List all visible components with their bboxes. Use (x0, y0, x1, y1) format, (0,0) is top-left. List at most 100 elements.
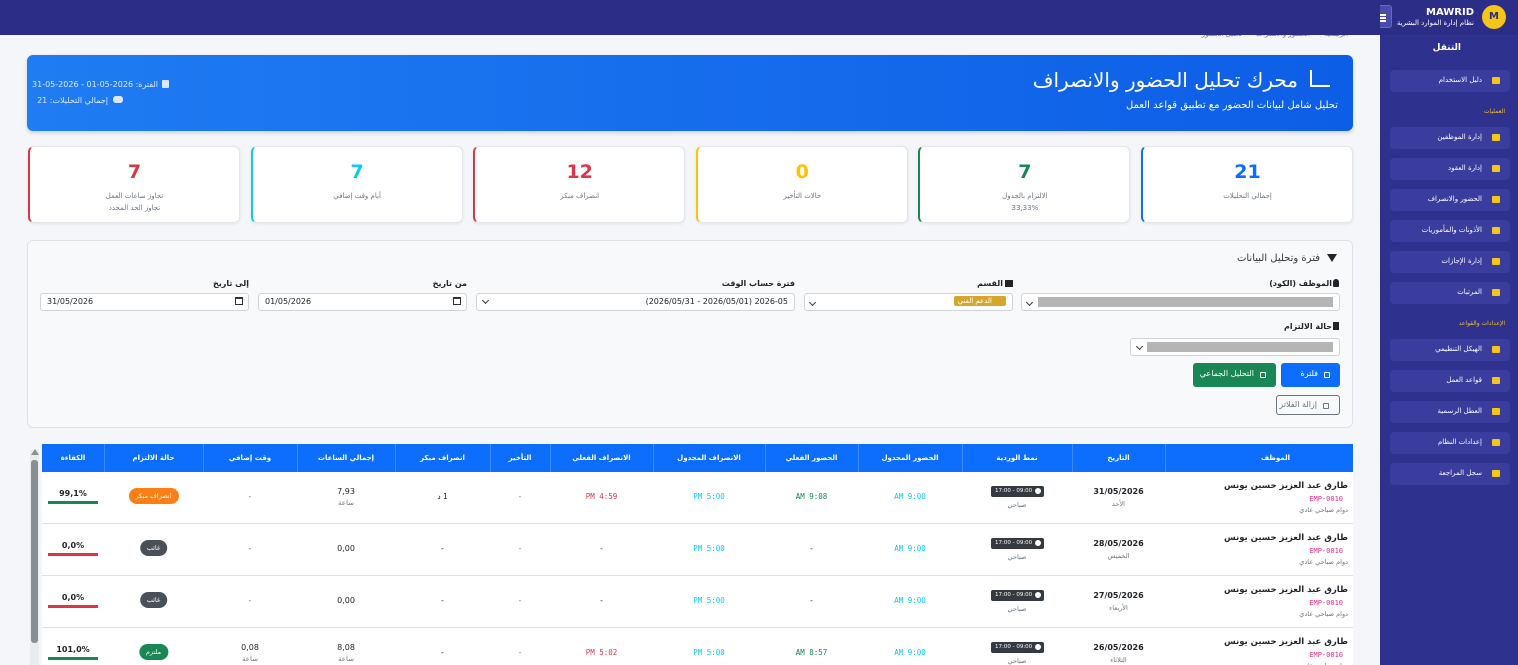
from-date[interactable] (258, 293, 467, 311)
employee-name: طارق عبد العزيز حسين يونس (1223, 481, 1348, 491)
hours-unit: ساعة (338, 499, 354, 507)
total-icon (113, 96, 123, 103)
employee-name: طارق عبد العزيز حسين يونس (1223, 585, 1348, 595)
header-icon (1310, 70, 1330, 87)
overtime: - (248, 544, 252, 553)
shift-type: دوام صباحي عادي (1299, 558, 1348, 566)
sidebar-label: الهيكل التنظيمي (1435, 345, 1482, 353)
filter-icon (1327, 254, 1337, 262)
stat-label: تجاوز ساعات العمل (105, 192, 164, 200)
stat-note: تجاوز الحد المحدد (108, 204, 161, 212)
scroll-arrow (31, 449, 39, 455)
total-hours: 0,00 (337, 596, 355, 605)
column-header: وقت إضافي (228, 454, 272, 462)
sidebar-item[interactable]: إدارة الإجازات (1390, 251, 1510, 273)
sidebar-icon (1492, 196, 1500, 203)
shift-name: صباحي (1007, 501, 1027, 509)
late: - (518, 596, 522, 605)
brand-name: MAWRID (1426, 7, 1474, 18)
sidebar-item[interactable]: إدارة الموظفين (1390, 127, 1510, 149)
stat-label: انصراف مبكر (560, 192, 600, 200)
filter-panel (27, 240, 1353, 428)
bulk-analysis-button[interactable]: التحليل الجماعي (1193, 363, 1276, 387)
to-date[interactable] (40, 293, 249, 311)
sidebar-icon (1492, 258, 1500, 265)
shift-time: 17:00 - 09:00 (995, 488, 1033, 494)
scheduled-out: 5:00 PM (693, 544, 725, 553)
sidebar-icon (1492, 408, 1500, 415)
efficiency: 0,0% (61, 593, 85, 602)
efficiency-bar (48, 553, 98, 556)
scrollbar-thumb (31, 460, 38, 643)
day: الخميس (1107, 552, 1130, 560)
table-row (42, 628, 1353, 665)
navbar-cover (0, 0, 1380, 35)
actual-in: 9:08 AM (795, 492, 828, 501)
stat-value: 7 (350, 161, 364, 183)
column-header: حالة الالتزام (132, 454, 175, 462)
sidebar-item[interactable]: الحضور والانصراف (1390, 189, 1510, 211)
clear-filters-button[interactable]: إزالة الفلاتر (1276, 395, 1340, 415)
employee-code: EMP-0010 (1309, 651, 1343, 659)
sidebar-label: الحضور والانصراف (1427, 195, 1482, 203)
column-divider (858, 444, 859, 472)
column-header: انصراف مبكر (420, 454, 465, 462)
calendar-icon (235, 297, 243, 305)
employee-name: طارق عبد العزيز حسين يونس (1223, 637, 1348, 647)
column-divider (962, 444, 963, 472)
sidebar-icon (1492, 346, 1500, 353)
sidebar-label: إدارة الإجازات (1441, 257, 1482, 265)
clock-icon (1035, 592, 1041, 598)
shift-time: 17:00 - 09:00 (995, 592, 1033, 598)
scheduled-in: 9:00 AM (894, 544, 926, 553)
scheduled-in: 9:00 AM (894, 648, 926, 657)
date: 31/05/2026 (1093, 487, 1144, 496)
sidebar-icon (1492, 134, 1500, 141)
button-label: إزالة الفلاتر (1279, 400, 1317, 409)
field-label: فترة حساب الوقت (721, 279, 795, 288)
menu-bar (1378, 17, 1386, 19)
overtime: 0,08 (241, 643, 259, 652)
sidebar-item[interactable]: الأذونات والمأموريات (1390, 220, 1510, 242)
sidebar-item[interactable]: قواعد العمل (1390, 370, 1510, 392)
field-label: من تاريخ (432, 279, 467, 288)
sidebar-icon (1492, 470, 1500, 477)
status-badge: انصراف مبكر (128, 488, 179, 504)
column-header: الموظف (1260, 454, 1290, 462)
sidebar-item[interactable]: دليل الاستخدام (1390, 70, 1510, 92)
scheduled-in: 9:00 AM (894, 492, 926, 501)
sidebar-item[interactable]: سجل المراجعة (1390, 463, 1510, 485)
button-label: فلترة (1300, 369, 1319, 378)
sidebar-item[interactable]: إدارة العقود (1390, 158, 1510, 180)
actual-in: - (809, 596, 814, 605)
sidebar-item[interactable]: العطل الرسمية (1390, 401, 1510, 423)
shift-name: صباحي (1007, 605, 1027, 613)
column-divider (104, 444, 105, 472)
sidebar-label: إعدادات النظام (1437, 438, 1482, 446)
efficiency: 101,0% (56, 645, 90, 654)
sidebar-label: قواعد العمل (1446, 376, 1482, 384)
column-divider (490, 444, 491, 472)
sidebar-item[interactable]: إعدادات النظام (1390, 432, 1510, 454)
header-title: محرك تحليل الحضور والانصراف (1032, 68, 1298, 92)
field-label: الموظف (الكود) (1269, 279, 1332, 288)
stat-card: 21 إجمالي التحليلات (1141, 146, 1353, 223)
period-select[interactable] (476, 293, 795, 311)
date: 26/05/2026 (1093, 643, 1144, 652)
stat-card: 12 انصراف مبكر (473, 146, 686, 223)
header-total: إجمالي التحليلات: 21 (37, 96, 108, 105)
efficiency-bar (48, 657, 98, 660)
label-icon (1333, 322, 1339, 330)
sidebar-label: إدارة العقود (1447, 164, 1482, 172)
sidebar-item[interactable]: الهيكل التنظيمي (1390, 339, 1510, 361)
brand-logo: M (1482, 5, 1506, 29)
table-row (42, 576, 1353, 628)
sidebar-item[interactable]: المرتبات (1390, 282, 1510, 304)
to-date-value: 31/05/2026 (47, 297, 94, 306)
actual-out: 5:02 PM (585, 648, 618, 657)
filter-button[interactable]: فلترة (1281, 363, 1340, 387)
late: - (518, 492, 522, 501)
sidebar-label: إدارة الموظفين (1437, 133, 1482, 141)
